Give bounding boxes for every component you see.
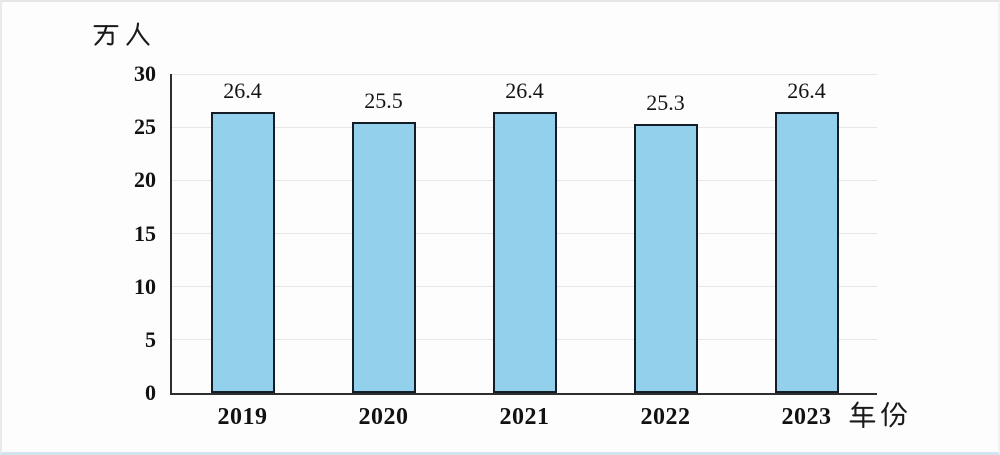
cjk-nian-glyph	[849, 401, 876, 428]
bar-2019	[210, 112, 275, 393]
x-category-label: 2023	[781, 404, 832, 430]
y-axis-unit-label: 万人	[92, 20, 152, 48]
x-axis-unit-label: 年份	[848, 400, 908, 428]
y-tick-label: 0	[145, 380, 156, 405]
y-tick-label: 10	[134, 273, 156, 299]
y-tick-label: 15	[134, 220, 156, 246]
y-tick-label: 25	[134, 114, 156, 140]
cjk-fen-glyph	[881, 402, 907, 428]
y-tick-label: 30	[134, 61, 156, 86]
bar-value-label: 25.3	[646, 89, 685, 115]
bar-2020	[351, 121, 416, 393]
y-tick-label: 20	[134, 167, 156, 193]
bar-value-label: 26.4	[505, 78, 544, 104]
bar-value-label: 25.5	[364, 87, 403, 113]
y-tick-label: 5	[145, 326, 156, 352]
x-category-label: 2022	[640, 404, 691, 430]
x-category-label: 2021	[499, 404, 550, 430]
x-axis-line	[170, 393, 877, 396]
cjk-ren-glyph	[126, 22, 150, 46]
bar-2021	[492, 112, 557, 393]
bar-2022	[633, 123, 698, 393]
bar-value-label: 26.4	[787, 78, 826, 104]
bar-value-label: 26.4	[223, 78, 262, 104]
x-category-label: 2019	[217, 404, 268, 430]
cjk-wan-glyph	[93, 25, 119, 46]
bar-2023	[774, 112, 839, 393]
x-category-label: 2020	[358, 404, 409, 430]
gridline-30	[172, 73, 877, 75]
y-axis-line	[170, 74, 173, 395]
